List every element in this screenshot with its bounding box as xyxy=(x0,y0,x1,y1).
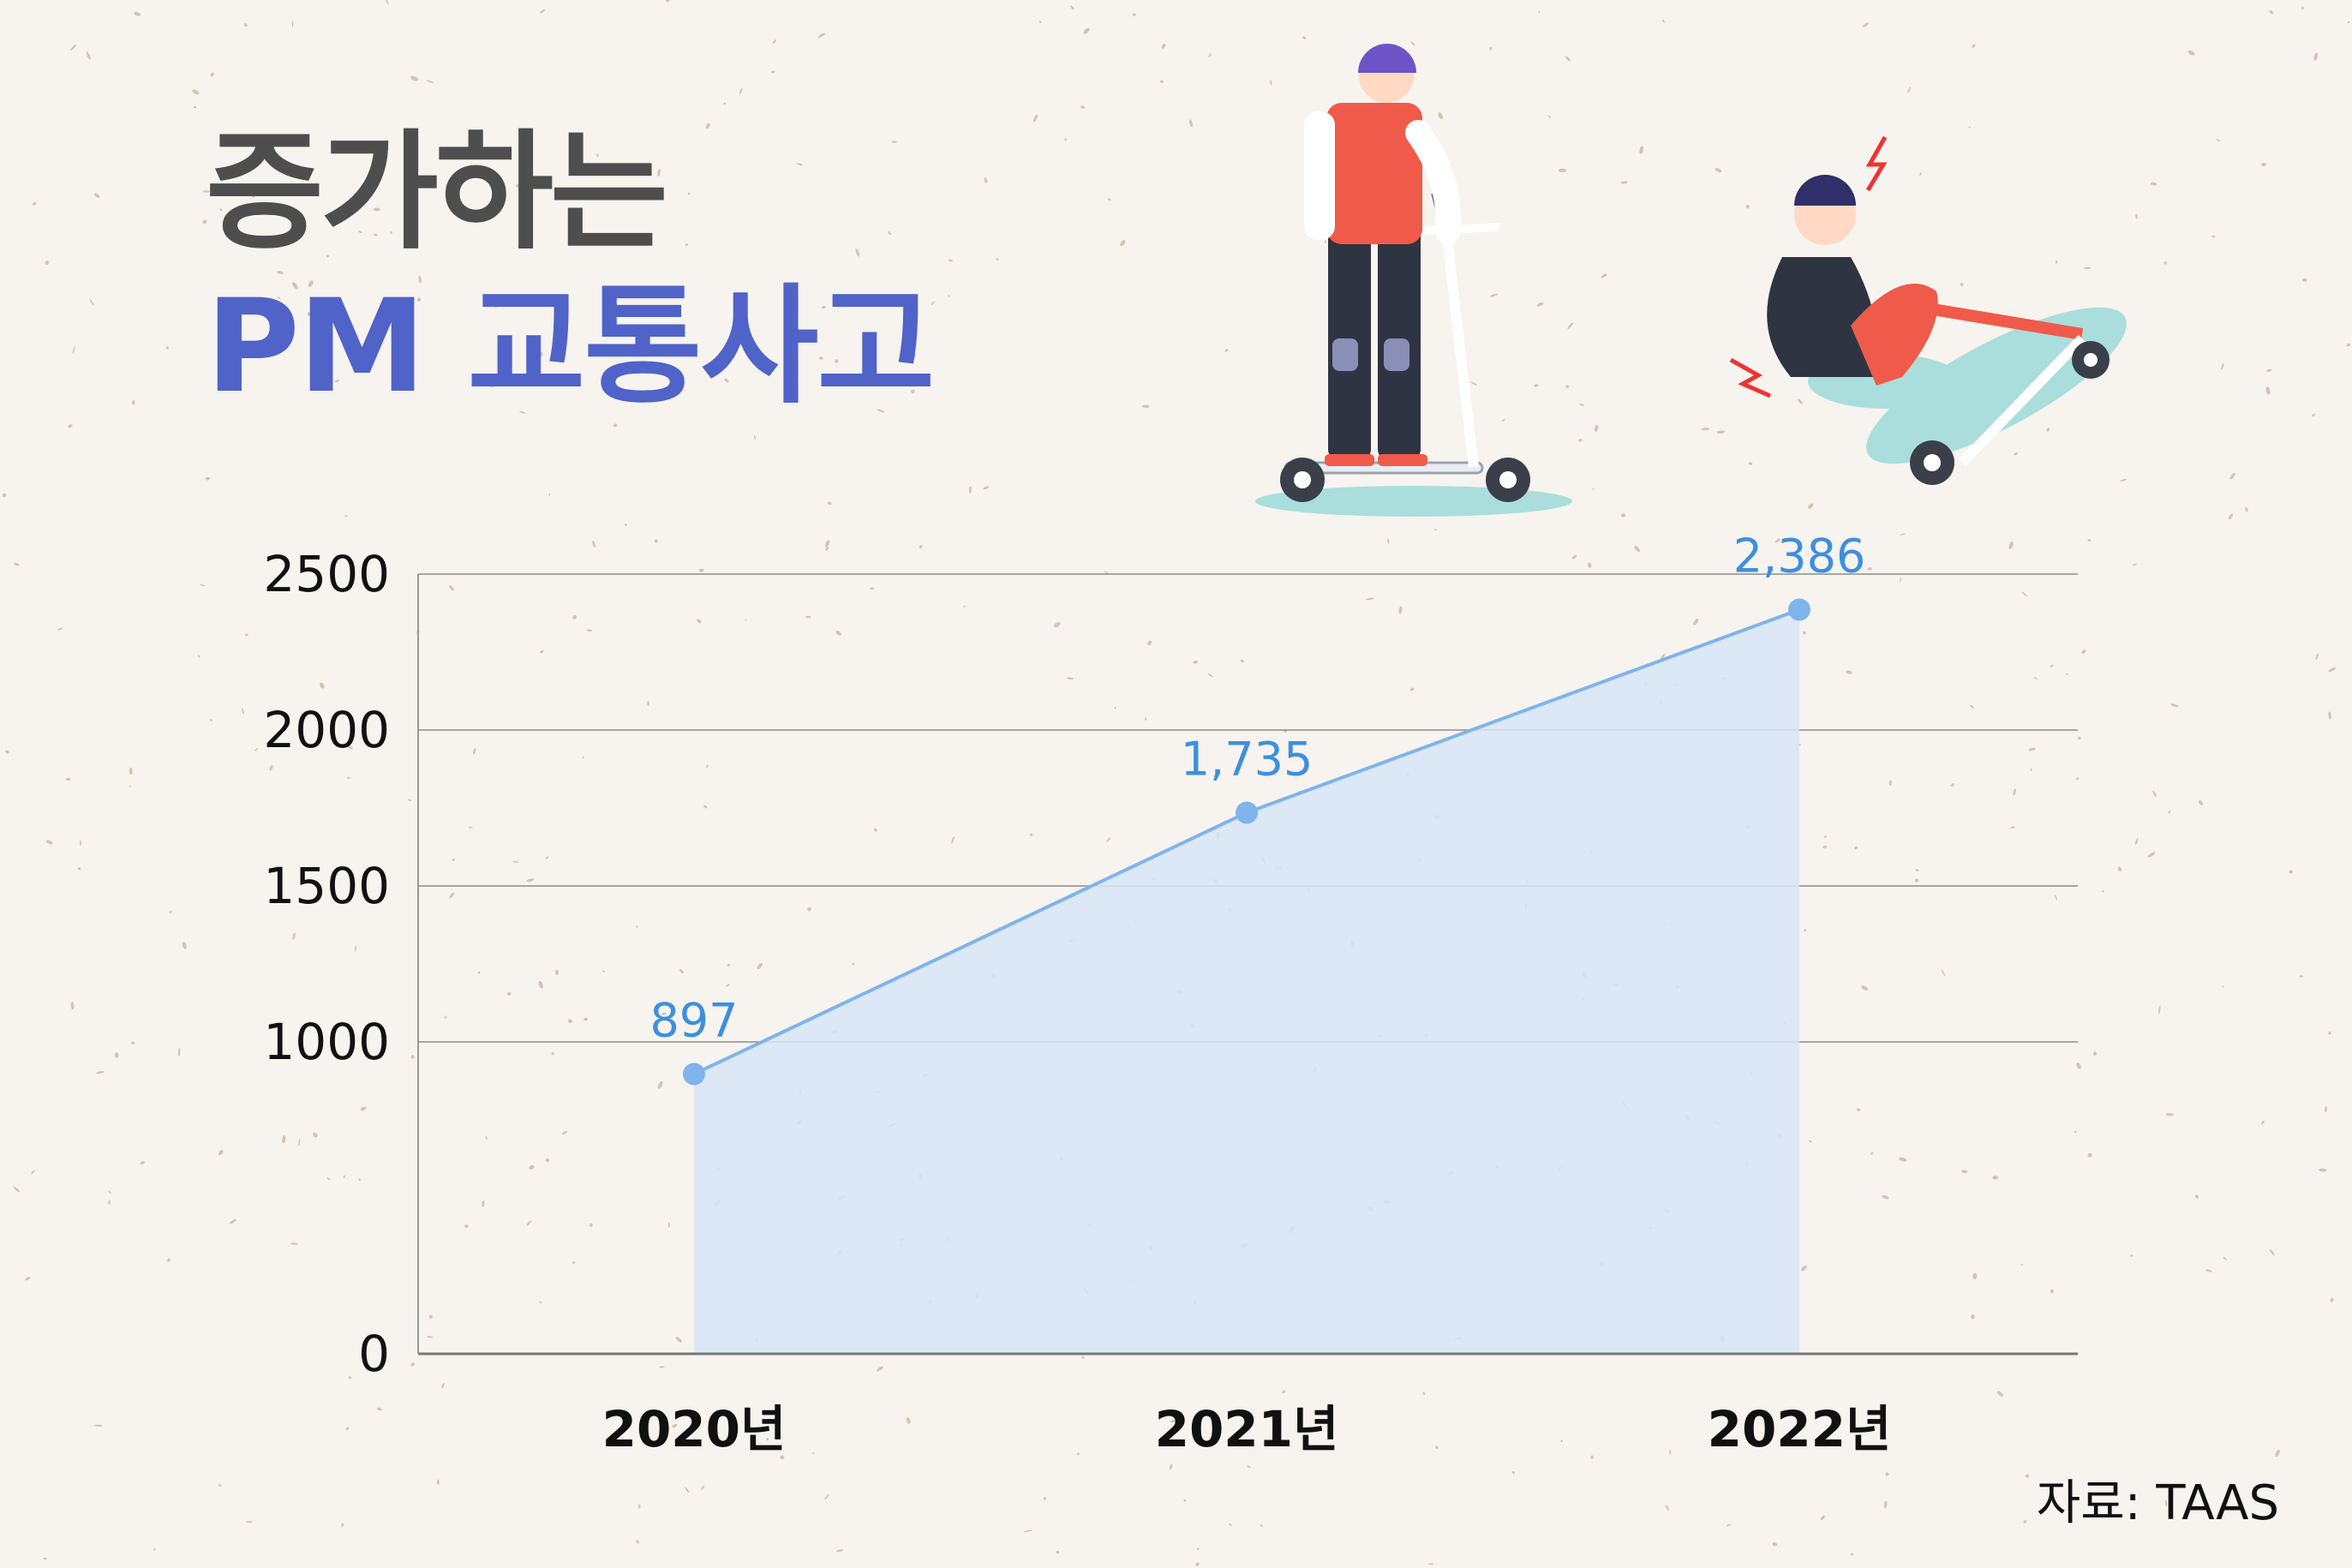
data-label: 2,386 xyxy=(1733,529,1866,583)
x-tick-label: 2021년 xyxy=(1155,1400,1339,1458)
area-fill xyxy=(694,609,1799,1354)
y-tick-label: 2500 xyxy=(263,545,390,603)
y-tick-label: 0 xyxy=(358,1325,390,1383)
x-tick-label: 2022년 xyxy=(1708,1400,1892,1458)
data-points: 897 1,735 2,386 xyxy=(649,529,1866,1086)
x-axis-ticks: 2020년 2021년 2022년 xyxy=(602,1400,1892,1458)
fallen-rider-illustration xyxy=(1729,135,2127,485)
data-point xyxy=(1788,598,1810,621)
data-point xyxy=(683,1062,705,1086)
data-label: 1,735 xyxy=(1181,732,1314,786)
title-line-2: PM 교통사고 xyxy=(206,272,935,422)
y-tick-label: 1000 xyxy=(263,1013,390,1071)
title-line-1: 증가하는 xyxy=(206,118,668,267)
y-tick-label: 1500 xyxy=(263,857,390,915)
data-label: 897 xyxy=(649,993,738,1047)
x-tick-label: 2020년 xyxy=(602,1400,787,1458)
source-note: 자료: TAAS xyxy=(2036,1475,2279,1531)
scooter-rider-illustration xyxy=(1255,44,1572,517)
data-point xyxy=(1236,801,1258,824)
y-axis-ticks: 0 1000 1500 2000 2500 xyxy=(263,545,390,1383)
y-tick-label: 2000 xyxy=(263,701,390,759)
